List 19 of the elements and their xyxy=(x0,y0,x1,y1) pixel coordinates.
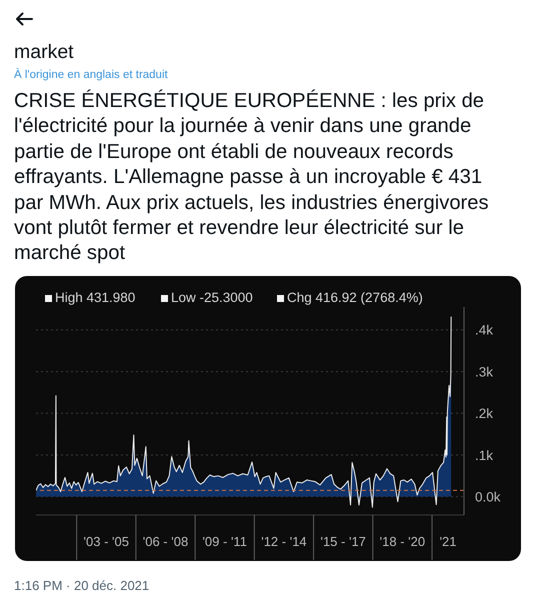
y-tick-label: 0.0k xyxy=(475,489,501,504)
y-tick-label: .2k xyxy=(475,406,494,422)
y-tick-label: .4k xyxy=(475,322,494,338)
x-tick-label: '18 - '20 xyxy=(380,534,426,549)
x-tick-label: '09 - '11 xyxy=(202,534,247,549)
x-tick-label: '06 - '08 xyxy=(142,534,188,549)
text: High 431.980 xyxy=(55,290,136,306)
x-tick-label: '21 xyxy=(440,534,457,549)
x-tick-label: '12 - '14 xyxy=(261,534,307,549)
y-tick-label: .1k xyxy=(475,448,494,463)
text: 1:16 PM · 20 déc. 2021 xyxy=(14,578,150,594)
text: Chg 416.92 (2768.4%) xyxy=(287,290,423,306)
text: market xyxy=(14,40,74,64)
y-tick-label: .3k xyxy=(475,364,494,380)
text: À l'origine en anglais et traduit xyxy=(14,68,168,82)
x-tick-label: '03 - '05 xyxy=(84,534,129,549)
chart-title: CRISE ÉNERGÉTIQUE EUROPÉENNE : les prix de l'électricité pour la journée à venir dans une grande partie de l'Europe ont établi de nouveaux records effrayants. L'Allemagne passe à un incroyable € 431 par MWh. Aux prix actuels, les industries énergivores vont plutôt fermer et revendre leur électricité sur le marché spot xyxy=(14,89,490,266)
text: Low -25.3000 xyxy=(171,290,253,306)
x-tick-label: '15 - '17 xyxy=(320,534,366,549)
